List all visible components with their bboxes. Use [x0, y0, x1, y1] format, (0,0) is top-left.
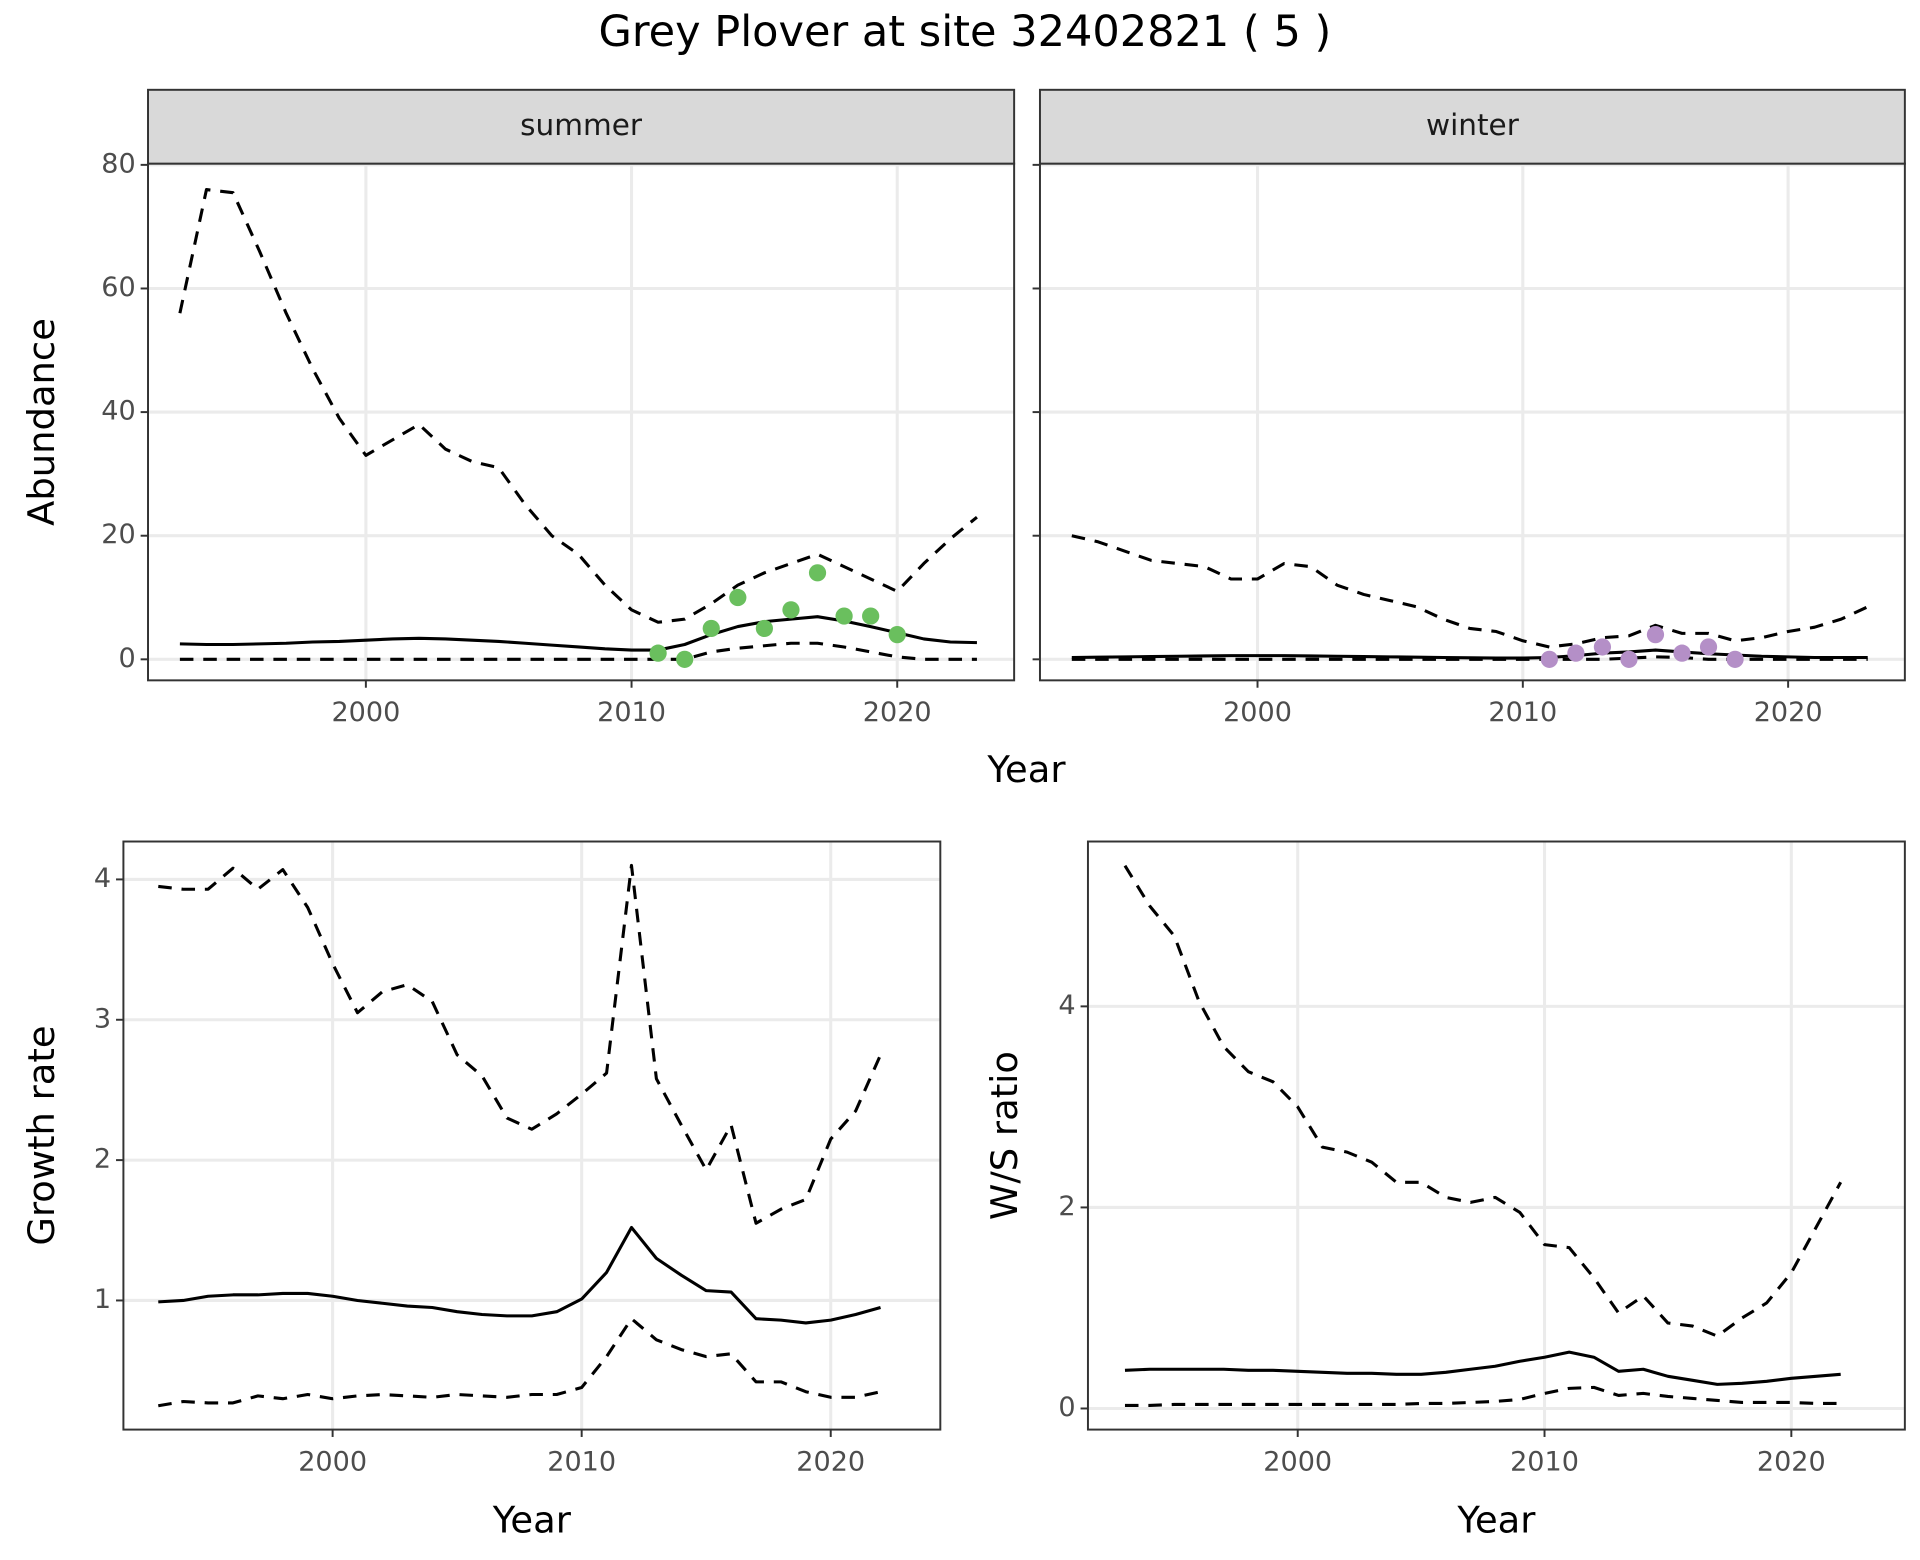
- x-tick-label: 2020: [1757, 1446, 1826, 1477]
- data-point: [1726, 650, 1744, 668]
- y-axis-title: Growth rate: [20, 1025, 63, 1245]
- facet-label: summer: [520, 108, 643, 142]
- panel-background: [123, 841, 941, 1430]
- data-point: [649, 644, 667, 662]
- x-axis-title: Year: [986, 748, 1066, 791]
- y-tick-label: 40: [101, 396, 135, 427]
- data-point: [1673, 644, 1691, 662]
- data-point: [755, 619, 774, 638]
- figure-title: Grey Plover at site 32402821 ( 5 ): [598, 7, 1331, 57]
- panel-background: [148, 163, 1015, 681]
- data-point: [1593, 638, 1612, 656]
- data-point: [729, 588, 747, 607]
- y-tick-label: 60: [101, 272, 135, 303]
- x-tick-label: 2020: [796, 1446, 865, 1477]
- panel-background: [1087, 841, 1905, 1430]
- y-tick-label: 4: [94, 863, 111, 894]
- data-point: [1646, 625, 1665, 644]
- x-tick-label: 2020: [863, 697, 932, 728]
- y-axis-title: Abundance: [20, 318, 63, 526]
- y-tick-label: 0: [118, 643, 135, 674]
- x-tick-label: 2000: [1223, 697, 1292, 728]
- x-axis-title: Year: [492, 1498, 572, 1541]
- y-tick-label: 1: [94, 1284, 111, 1315]
- series-line: [1123, 864, 1843, 1338]
- series-line: [179, 641, 977, 661]
- y-tick-label: 2: [1058, 1191, 1075, 1222]
- y-tick-label: 80: [101, 148, 135, 179]
- data-point: [835, 607, 853, 625]
- data-point: [1540, 650, 1558, 668]
- facet-label: winter: [1426, 108, 1520, 142]
- series-line: [178, 188, 978, 624]
- x-tick-label: 2000: [298, 1446, 367, 1477]
- facet-strip: [1038, 88, 1906, 165]
- data-point: [676, 650, 694, 668]
- data-point: [888, 625, 906, 644]
- series-line: [158, 1317, 881, 1408]
- series-line: [158, 863, 882, 1225]
- y-tick-label: 4: [1058, 990, 1075, 1021]
- x-tick-label: 2010: [1510, 1446, 1579, 1477]
- y-tick-label: 2: [94, 1144, 111, 1175]
- data-point: [1567, 644, 1585, 662]
- x-tick-label: 2000: [1263, 1446, 1332, 1477]
- data-point: [702, 619, 720, 638]
- data-point: [1620, 650, 1638, 668]
- y-tick-label: 20: [101, 519, 135, 550]
- series-line: [1071, 534, 1869, 649]
- x-tick-label: 2000: [331, 697, 400, 728]
- x-tick-label: 2020: [1754, 697, 1823, 728]
- panel-background: [1039, 163, 1905, 681]
- y-axis-title: W/S ratio: [983, 1051, 1026, 1220]
- series-line: [158, 1225, 881, 1325]
- facet-strip: [147, 88, 1016, 165]
- data-point: [862, 607, 880, 625]
- y-tick-label: 3: [94, 1003, 111, 1034]
- data-point: [782, 601, 800, 619]
- panel-border: [122, 840, 942, 1431]
- x-tick-label: 2010: [1488, 697, 1557, 728]
- x-tick-label: 2010: [547, 1446, 616, 1477]
- data-point: [808, 564, 827, 582]
- x-axis-title: Year: [1456, 1498, 1536, 1541]
- panel-border: [1086, 840, 1906, 1431]
- series-line: [1124, 1385, 1841, 1408]
- y-tick-label: 0: [1058, 1392, 1075, 1423]
- x-tick-label: 2010: [597, 697, 666, 728]
- data-point: [1699, 638, 1718, 656]
- series-line: [1124, 1350, 1841, 1386]
